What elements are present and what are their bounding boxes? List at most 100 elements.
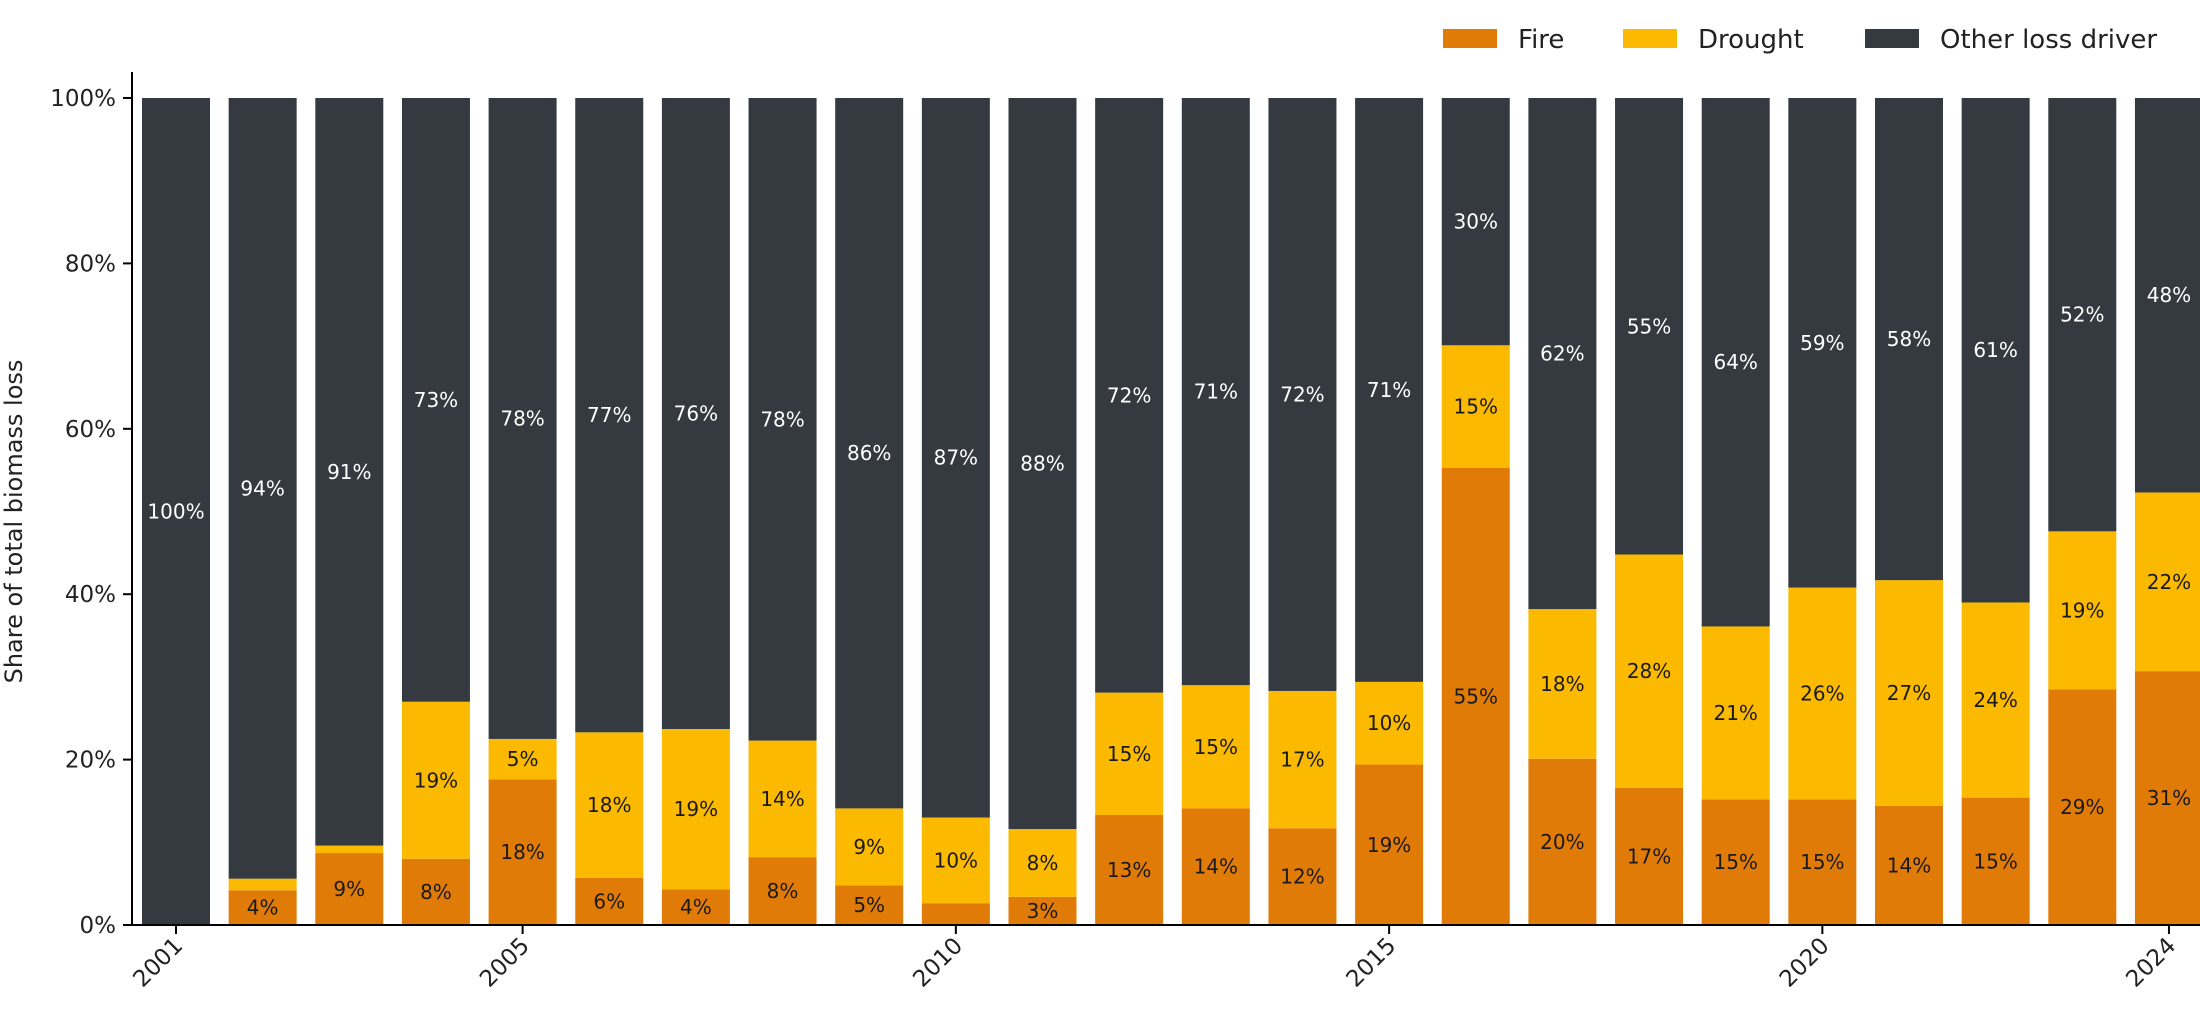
data-label-other-loss-driver-2004: 73% bbox=[414, 388, 458, 412]
bars-layer bbox=[142, 98, 2200, 925]
data-label-other-loss-driver-2013: 71% bbox=[1194, 380, 1238, 404]
bar-drought-2008 bbox=[748, 740, 817, 858]
x-tick-label: 2010 bbox=[908, 933, 968, 993]
bar-fire-2013 bbox=[1181, 808, 1250, 925]
data-label-drought-2018: 28% bbox=[1627, 659, 1671, 683]
data-label-drought-2004: 19% bbox=[414, 768, 458, 792]
bar-drought-2006 bbox=[575, 732, 644, 878]
data-label-fire-2024: 31% bbox=[2147, 786, 2191, 810]
data-label-other-loss-driver-2017: 62% bbox=[1540, 342, 1584, 366]
data-label-other-loss-driver-2018: 55% bbox=[1627, 314, 1671, 338]
y-tick-label: 20% bbox=[65, 748, 116, 774]
data-label-fire-2018: 17% bbox=[1627, 844, 1671, 868]
data-label-other-loss-driver-2023: 52% bbox=[2060, 303, 2104, 327]
bar-drought-2005 bbox=[488, 738, 557, 780]
bar-other-loss-driver-2008 bbox=[748, 98, 817, 741]
data-label-other-loss-driver-2009: 86% bbox=[847, 441, 891, 465]
segment-labels-layer: 100% 4% 94% 9% 91% 8% 19% 73% 18% 5% 78% 6% 18% 77% 4%… bbox=[147, 210, 2191, 923]
data-label-other-loss-driver-2021: 58% bbox=[1887, 327, 1931, 351]
bar-fire-2017 bbox=[1528, 758, 1597, 925]
data-label-fire-2003: 9% bbox=[333, 877, 365, 901]
bar-other-loss-driver-2007 bbox=[661, 98, 730, 730]
bar-other-loss-driver-2005 bbox=[488, 98, 557, 739]
bar-other-loss-driver-2004 bbox=[401, 98, 470, 702]
data-label-fire-2004: 8% bbox=[420, 880, 452, 904]
bar-fire-2021 bbox=[1875, 805, 1943, 925]
bar-other-loss-driver-2024 bbox=[2134, 98, 2200, 493]
bar-other-loss-driver-2017 bbox=[1528, 98, 1597, 610]
bar-drought-2007 bbox=[661, 729, 730, 890]
x-tick-label: 2005 bbox=[475, 933, 535, 993]
legend-label-fire: Fire bbox=[1518, 25, 1564, 55]
bar-other-loss-driver-2006 bbox=[575, 98, 644, 733]
data-label-fire-2019: 15% bbox=[1713, 850, 1757, 874]
x-tick-label: 2015 bbox=[1342, 933, 1402, 993]
data-label-fire-2012: 13% bbox=[1107, 858, 1151, 882]
bar-other-loss-driver-2018 bbox=[1615, 98, 1684, 555]
data-label-drought-2009: 9% bbox=[853, 835, 885, 859]
bar-fire-2002 bbox=[228, 890, 297, 925]
bar-drought-2015 bbox=[1355, 681, 1424, 765]
data-label-other-loss-driver-2016: 30% bbox=[1454, 210, 1498, 234]
x-tick-label: 2020 bbox=[1775, 933, 1835, 993]
data-label-drought-2007: 19% bbox=[674, 797, 718, 821]
bar-drought-2023 bbox=[2048, 531, 2117, 690]
y-tick-label: 0% bbox=[80, 913, 117, 939]
data-label-other-loss-driver-2019: 64% bbox=[1713, 350, 1757, 374]
bar-fire-2008 bbox=[748, 857, 817, 925]
data-label-other-loss-driver-2007: 76% bbox=[674, 402, 718, 426]
y-tick-label: 100% bbox=[50, 86, 116, 112]
bar-other-loss-driver-2012 bbox=[1095, 98, 1164, 693]
bar-fire-2023 bbox=[2048, 689, 2117, 925]
data-label-drought-2005: 5% bbox=[507, 747, 539, 771]
bar-drought-2014 bbox=[1268, 690, 1337, 829]
bar-drought-2018 bbox=[1615, 554, 1684, 788]
bar-drought-2022 bbox=[1961, 602, 2030, 798]
bar-other-loss-driver-2013 bbox=[1181, 98, 1250, 686]
data-label-fire-2016: 55% bbox=[1454, 684, 1498, 708]
data-label-drought-2021: 27% bbox=[1887, 681, 1931, 705]
data-label-fire-2017: 20% bbox=[1540, 830, 1584, 854]
bar-fire-2018 bbox=[1615, 787, 1684, 925]
bar-other-loss-driver-2003 bbox=[315, 98, 384, 846]
bar-drought-2003 bbox=[315, 845, 384, 854]
data-label-drought-2022: 24% bbox=[1973, 688, 2017, 712]
data-label-drought-2023: 19% bbox=[2060, 598, 2104, 622]
bar-drought-2024 bbox=[2134, 492, 2200, 672]
data-label-drought-2006: 18% bbox=[587, 793, 631, 817]
data-label-fire-2023: 29% bbox=[2060, 795, 2104, 819]
data-label-fire-2002: 4% bbox=[247, 896, 279, 920]
bar-drought-2009 bbox=[835, 808, 904, 886]
bar-other-loss-driver-2021 bbox=[1875, 98, 1943, 581]
bar-drought-2019 bbox=[1701, 626, 1770, 800]
data-label-other-loss-driver-2020: 59% bbox=[1800, 331, 1844, 355]
data-label-drought-2013: 15% bbox=[1194, 735, 1238, 759]
data-label-other-loss-driver-2001: 100% bbox=[147, 500, 204, 524]
bar-fire-2014 bbox=[1268, 828, 1337, 925]
data-label-fire-2014: 12% bbox=[1280, 865, 1324, 889]
y-tick-label: 40% bbox=[65, 582, 116, 608]
bar-other-loss-driver-2001 bbox=[142, 98, 210, 925]
data-label-other-loss-driver-2024: 48% bbox=[2147, 283, 2191, 307]
data-label-other-loss-driver-2011: 88% bbox=[1020, 452, 1064, 476]
bar-drought-2002 bbox=[228, 878, 297, 891]
data-label-fire-2005: 18% bbox=[500, 840, 544, 864]
legend-label-drought: Drought bbox=[1698, 25, 1804, 55]
legend-swatch-fire bbox=[1443, 29, 1497, 48]
data-label-other-loss-driver-2014: 72% bbox=[1280, 382, 1324, 406]
data-label-drought-2014: 17% bbox=[1280, 748, 1324, 772]
bar-fire-2005 bbox=[488, 779, 557, 925]
data-label-other-loss-driver-2015: 71% bbox=[1367, 378, 1411, 402]
bar-fire-2016 bbox=[1441, 467, 1510, 925]
bar-drought-2021 bbox=[1875, 580, 1943, 806]
y-tick-label: 80% bbox=[65, 251, 116, 277]
data-label-fire-2013: 14% bbox=[1194, 855, 1238, 879]
data-label-other-loss-driver-2005: 78% bbox=[500, 406, 544, 430]
bar-fire-2007 bbox=[661, 889, 730, 925]
bar-fire-2015 bbox=[1355, 764, 1424, 925]
x-tick-label: 2024 bbox=[2121, 933, 2181, 993]
data-label-fire-2020: 15% bbox=[1800, 850, 1844, 874]
data-label-drought-2008: 14% bbox=[760, 787, 804, 811]
bar-other-loss-driver-2016 bbox=[1441, 98, 1510, 346]
data-label-drought-2024: 22% bbox=[2147, 570, 2191, 594]
